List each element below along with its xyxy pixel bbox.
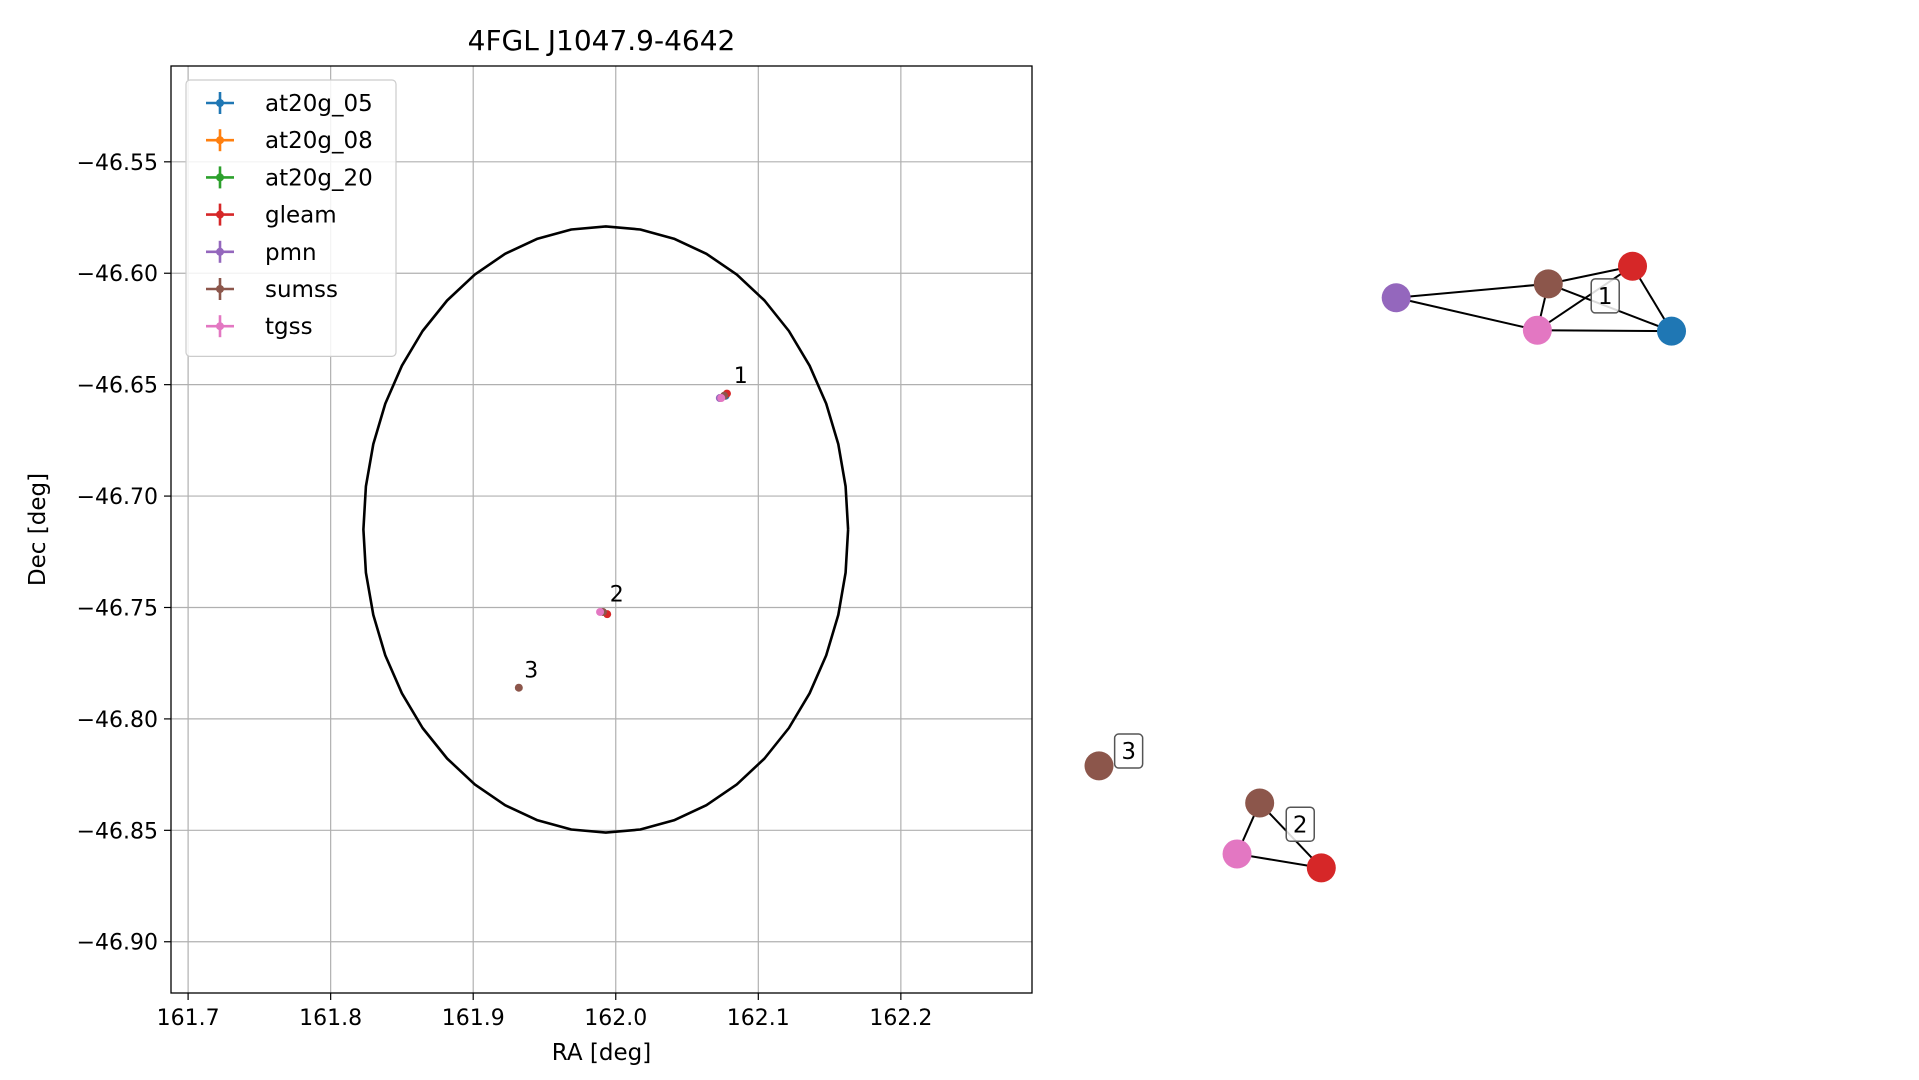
legend-label: at20g_08 xyxy=(265,128,373,154)
scatter-panel: 1 2 3 161.7 161.8 161.9 162.0 162.1 162.2 −46.5… xyxy=(25,24,1033,1066)
x-tick-label: 162.0 xyxy=(584,1006,647,1031)
network-edge xyxy=(1537,329,1672,333)
legend-item: pmn xyxy=(206,240,317,266)
x-axis-ticks: 161.7 161.8 161.9 162.0 162.1 162.2 xyxy=(157,993,932,1031)
x-tick-label: 162.2 xyxy=(869,1006,932,1031)
y-axis-ticks: −46.55 −46.60 −46.65 −46.70 −46.75 −46.80 −46.… xyxy=(77,151,171,956)
node-tgss xyxy=(1222,839,1252,869)
ellipse-layer xyxy=(362,225,850,834)
group-label-box xyxy=(1285,806,1315,843)
legend-label: tgss xyxy=(265,314,313,340)
node-at20g_05 xyxy=(1657,316,1687,346)
y-tick-label: −46.85 xyxy=(77,819,158,844)
y-tick-label: −46.75 xyxy=(77,596,158,621)
y-tick-label: −46.70 xyxy=(77,485,158,510)
legend-marker-dot xyxy=(216,210,224,219)
network-edge xyxy=(1395,296,1538,332)
network-group-labels: 1 2 3 xyxy=(1113,278,1620,843)
group-label-text: 1 xyxy=(1598,284,1613,310)
legend-label: sumss xyxy=(265,277,338,303)
point-tgss xyxy=(596,607,605,616)
point-annotation: 2 xyxy=(610,582,624,607)
y-tick-label: −46.60 xyxy=(77,262,158,287)
legend-item: at20g_05 xyxy=(206,91,373,117)
legend-item: tgss xyxy=(206,314,313,340)
group-label-text: 2 xyxy=(1293,812,1308,838)
node-sumss xyxy=(1533,269,1563,299)
group-label-text: 3 xyxy=(1121,739,1136,765)
legend-marker-dot xyxy=(216,285,224,293)
plot-frame xyxy=(170,65,1033,994)
legend-label: at20g_20 xyxy=(265,165,373,191)
legend-label: at20g_05 xyxy=(265,91,373,117)
network-edges xyxy=(1236,265,1673,869)
node-sumss xyxy=(1084,751,1114,781)
legend-marker-dot xyxy=(216,322,224,331)
legend-item: at20g_20 xyxy=(206,165,373,191)
y-tick-label: −46.55 xyxy=(77,151,158,176)
legend-marker-dot xyxy=(216,136,224,145)
group-label: 1 xyxy=(1590,278,1620,314)
y-tick-label: −46.65 xyxy=(77,374,158,399)
y-axis-label: Dec [deg] xyxy=(25,473,51,586)
error-ellipse xyxy=(362,225,850,834)
legend-item: sumss xyxy=(206,277,338,303)
legend-item: gleam xyxy=(206,203,337,229)
node-pmn xyxy=(1381,283,1411,313)
x-axis-label: RA [deg] xyxy=(552,1040,651,1066)
data-points xyxy=(514,389,731,692)
point-annotation: 1 xyxy=(734,364,748,389)
x-tick-label: 161.8 xyxy=(299,1006,362,1031)
node-gleam xyxy=(1618,251,1648,281)
point-tgss xyxy=(717,394,726,403)
point-annotation: 3 xyxy=(524,658,538,683)
legend-box xyxy=(185,79,397,357)
node-sumss xyxy=(1245,788,1275,818)
legend-marker-dot xyxy=(216,99,224,107)
point-sumss xyxy=(514,683,523,692)
network-nodes xyxy=(1084,251,1687,883)
y-tick-label: −46.80 xyxy=(77,708,158,733)
network-panel: 1 2 3 xyxy=(1084,251,1687,883)
node-tgss xyxy=(1522,315,1552,345)
point-annotations: 1 2 3 xyxy=(524,364,748,683)
chart-title: 4FGL J1047.9-4642 xyxy=(468,24,736,57)
legend-marker-dot xyxy=(216,173,224,182)
legend-marker-dot xyxy=(216,247,224,256)
node-gleam xyxy=(1306,853,1336,883)
x-tick-label: 162.1 xyxy=(727,1006,790,1031)
group-label: 2 xyxy=(1285,806,1315,843)
x-tick-label: 161.7 xyxy=(157,1006,220,1031)
network-edge xyxy=(1536,265,1634,332)
grid xyxy=(171,66,1032,993)
x-tick-label: 161.9 xyxy=(442,1006,505,1031)
group-label-box xyxy=(1113,733,1144,769)
legend-label: pmn xyxy=(265,240,317,266)
legend-label: gleam xyxy=(265,203,337,229)
y-tick-label: −46.90 xyxy=(77,931,158,956)
legend-item: at20g_08 xyxy=(206,128,373,154)
group-label-box xyxy=(1590,278,1620,314)
group-label: 3 xyxy=(1113,733,1144,769)
network-edge xyxy=(1396,282,1549,299)
